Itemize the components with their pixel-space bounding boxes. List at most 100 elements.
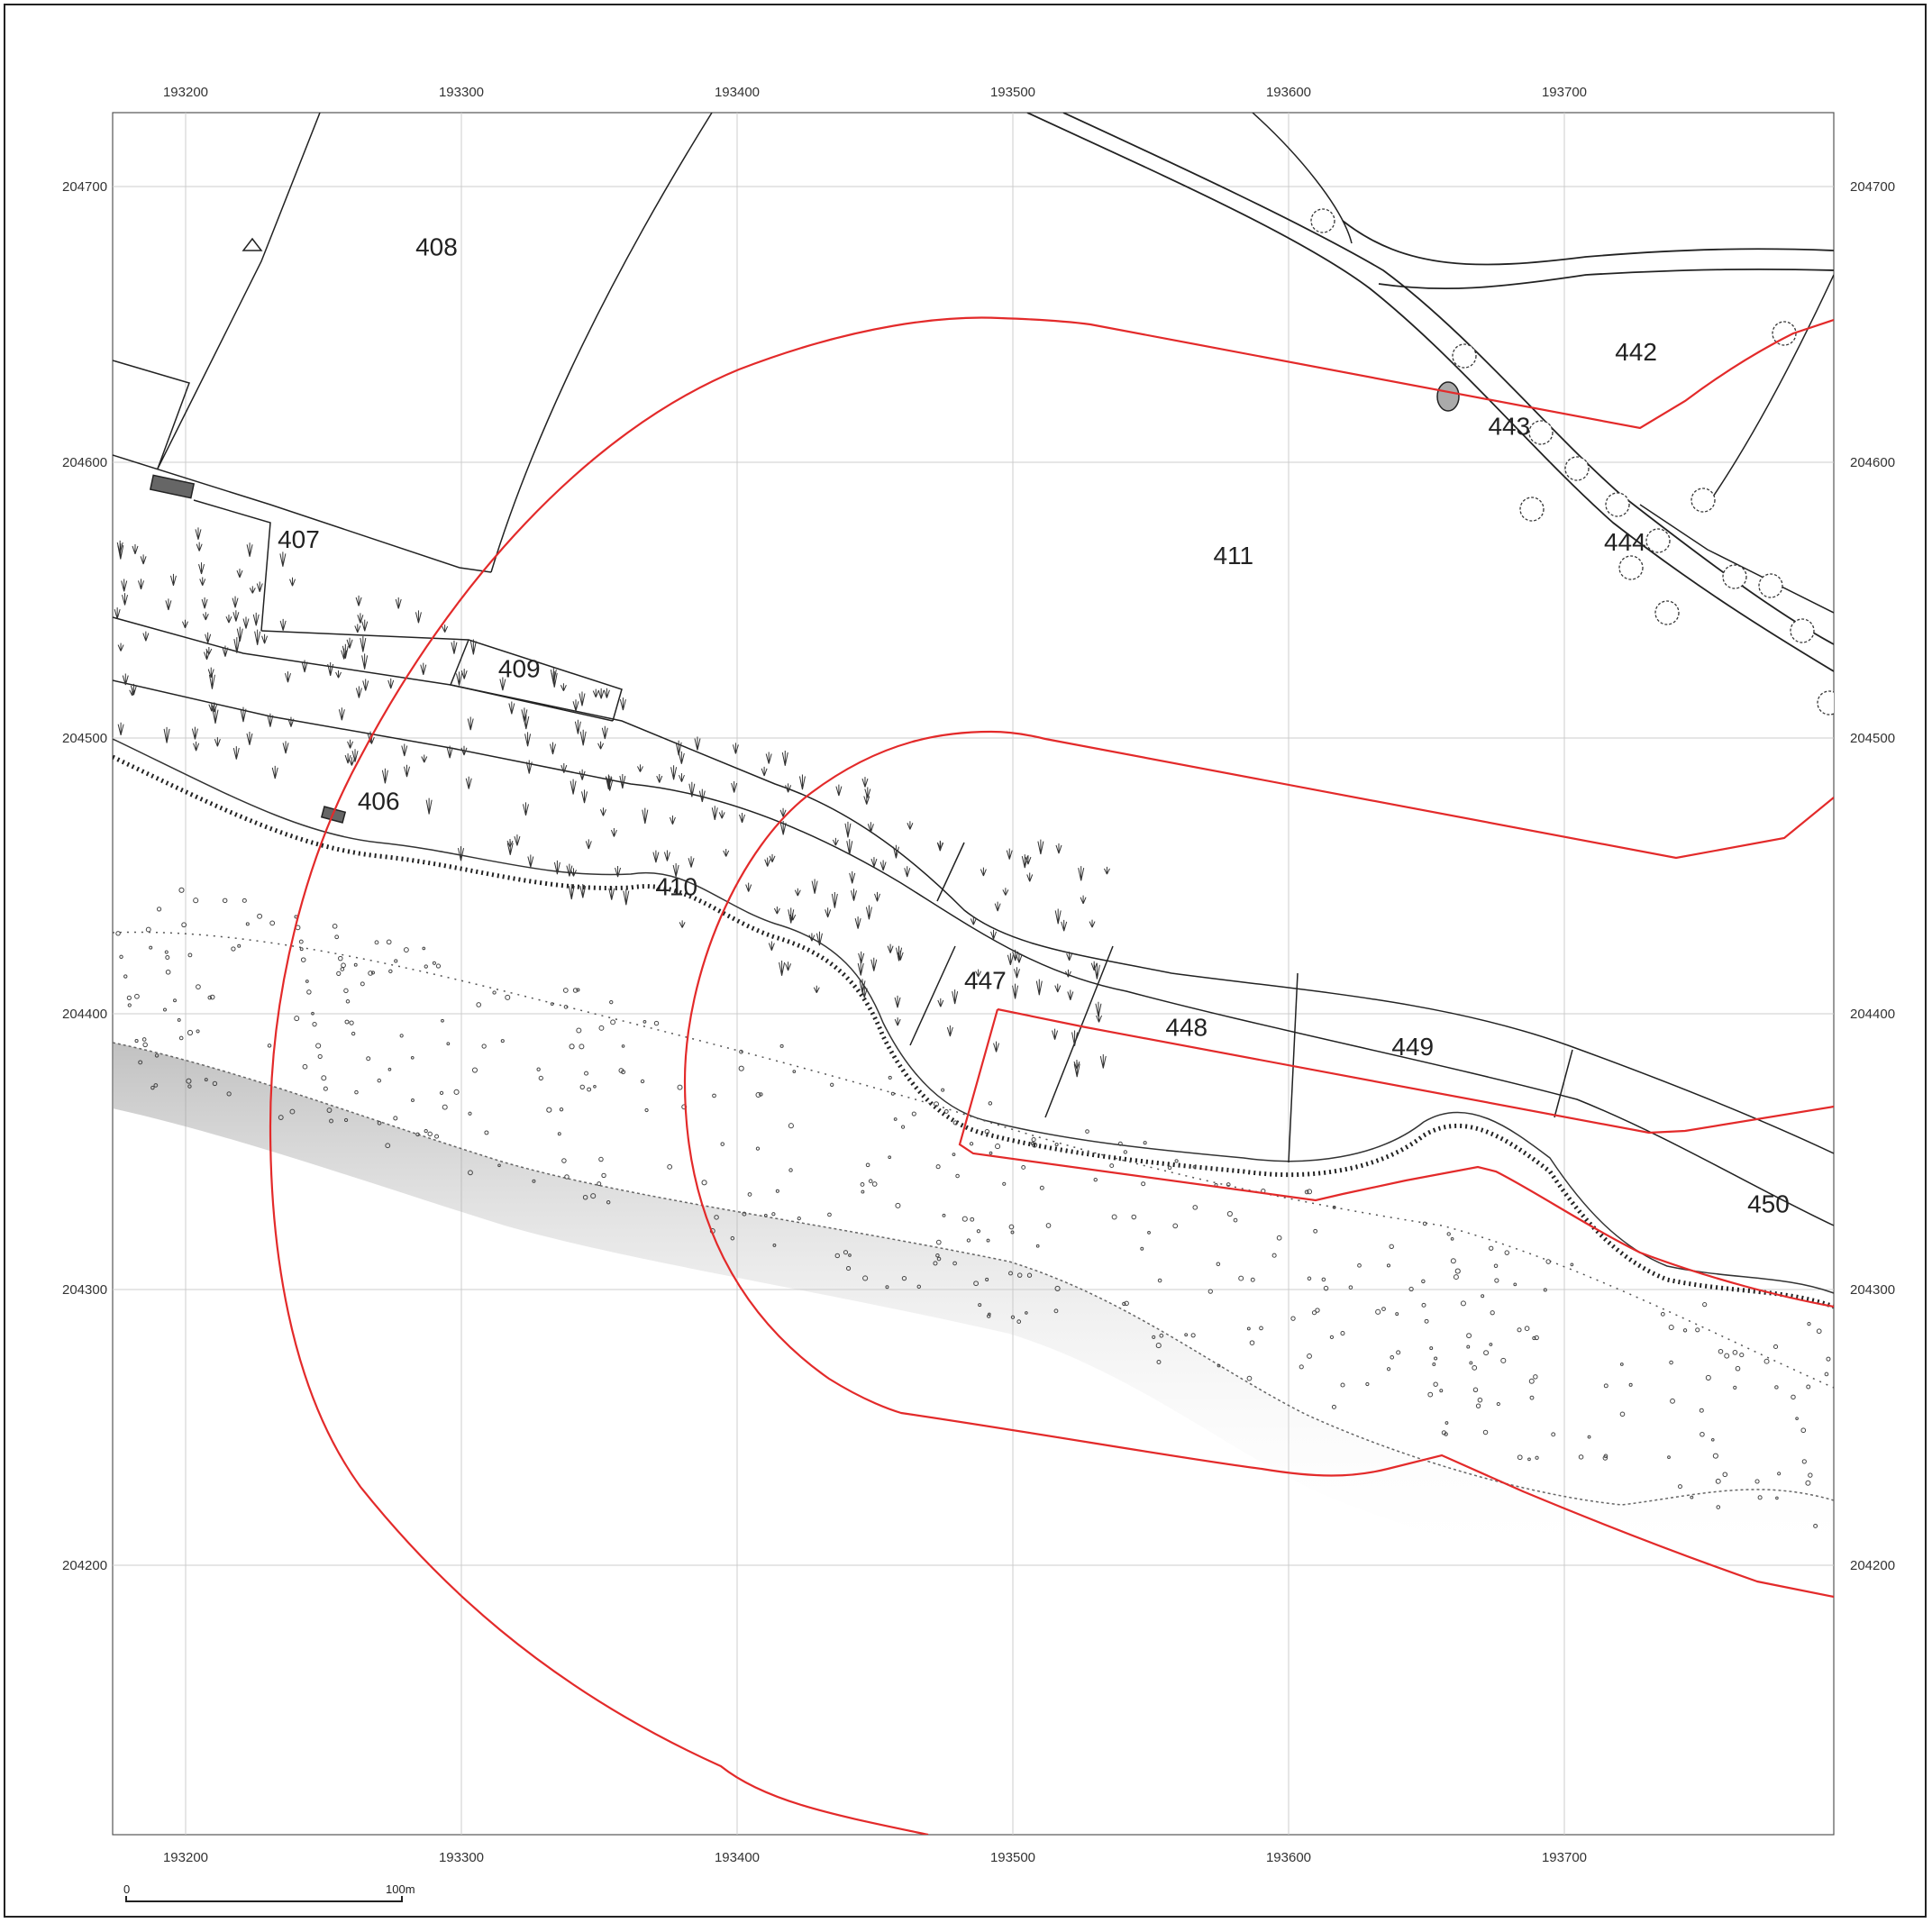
foreshore-stone-symbol <box>1777 1472 1782 1476</box>
foreshore-stone-symbol <box>187 1029 194 1036</box>
foreshore-stone-symbol <box>1524 1326 1530 1332</box>
foreshore-stone-symbol <box>1500 1357 1507 1363</box>
foreshore-stone-symbol <box>196 1029 200 1034</box>
easting-label-bottom: 193300 <box>439 1850 484 1865</box>
foreshore-stone-symbol <box>471 1067 478 1073</box>
foreshore-stone-symbol <box>1357 1262 1362 1268</box>
foreshore-stone-symbol <box>173 998 177 1003</box>
rough-grass-symbol <box>688 781 696 797</box>
foreshore-stone-symbol <box>1157 1278 1162 1283</box>
rough-grass-symbol <box>937 998 944 1007</box>
foreshore-stone-symbol <box>500 1039 505 1044</box>
field-boundary <box>1288 972 1299 1163</box>
rough-grass-symbol <box>341 648 348 660</box>
foreshore-stone-symbol <box>317 1053 323 1060</box>
foreshore-stone-symbol <box>411 1098 415 1102</box>
rough-grass-symbol <box>1013 967 1020 979</box>
foreshore-stone-symbol <box>204 1078 208 1082</box>
foreshore-stone-symbol <box>677 1084 683 1090</box>
foreshore-stone-symbol <box>1472 1365 1478 1371</box>
foreshore-stone-symbol <box>446 1042 451 1046</box>
rough-grass-symbol <box>831 891 838 908</box>
foreshore-stone-symbol <box>1735 1365 1741 1372</box>
rough-grass-symbol <box>896 945 903 962</box>
rough-grass-symbol <box>460 745 468 756</box>
rough-grass-symbol <box>570 868 577 877</box>
foreshore-stone-symbol <box>943 1109 949 1114</box>
rough-grass-symbol <box>788 907 795 924</box>
rough-grass-symbol <box>232 596 239 608</box>
easting-label-top: 193300 <box>439 85 484 100</box>
foreshore-stone-symbol <box>1147 1231 1151 1235</box>
foreshore-stone-symbol <box>935 1164 941 1170</box>
rough-grass-symbol <box>279 618 287 631</box>
foreshore-stone-symbol <box>1670 1398 1675 1404</box>
foreshore-stone-symbol <box>1054 1285 1061 1291</box>
foreshore-stone-symbol <box>1450 1258 1456 1264</box>
foreshore-stone-symbol <box>952 1261 957 1266</box>
foreshore-stone-symbol <box>1208 1289 1213 1294</box>
rough-grass-symbol <box>601 725 608 740</box>
rough-grass-symbol <box>870 957 878 971</box>
rough-grass-symbol <box>579 691 586 706</box>
rough-grass-symbol <box>603 688 610 698</box>
northing-label-left: 204200 <box>62 1558 107 1573</box>
rough-grass-symbol <box>232 746 240 760</box>
rough-grass-symbol <box>1080 895 1087 905</box>
rough-grass-symbol <box>421 754 428 763</box>
foreshore-stone-symbol <box>712 1093 716 1098</box>
foreshore-stone-symbol <box>226 1091 232 1097</box>
foreshore-stone-symbol <box>1386 1263 1391 1268</box>
tree-symbol <box>1654 600 1680 625</box>
foreshore-stone-symbol <box>134 1039 139 1044</box>
foreshore-stone-symbol <box>1718 1348 1724 1354</box>
foreshore-stone-symbol <box>181 922 187 928</box>
foreshore-stone-symbol <box>988 1312 991 1317</box>
rough-grass-symbol <box>122 673 129 686</box>
foreshore-stone-symbol <box>1483 1350 1490 1356</box>
foreshore-stone-symbol <box>550 1002 554 1006</box>
rough-grass-symbol <box>739 812 746 824</box>
foreshore-stone-symbol <box>1429 1346 1434 1351</box>
foreshore-stone-symbol <box>1668 1325 1674 1331</box>
foreshore-stone-symbol <box>441 1018 444 1023</box>
parcel-number-409: 409 <box>498 655 541 683</box>
foreshore-stone-symbol <box>1795 1417 1799 1421</box>
foreshore-stone-symbol <box>1513 1282 1517 1287</box>
foreshore-stone-symbol <box>860 1182 865 1187</box>
rough-grass-symbol <box>129 688 136 697</box>
foreshore-stone-symbol <box>294 1016 300 1022</box>
rough-grass-symbol <box>233 637 241 653</box>
foreshore-stone-symbol <box>1031 1137 1036 1143</box>
site-boundaries <box>269 316 1834 1835</box>
foreshore-stone-symbol <box>1532 1335 1536 1341</box>
foreshore-stone-symbol <box>901 1275 907 1281</box>
foreshore-stone-symbol <box>1276 1235 1282 1241</box>
rough-grass-symbol <box>355 595 362 606</box>
foreshore-stone-symbol <box>1444 1432 1448 1436</box>
field-boundary <box>1639 504 1834 614</box>
foreshore-stone-symbol <box>115 931 121 936</box>
foreshore-stone-symbol <box>601 1172 606 1179</box>
foreshore-stone-symbol <box>598 1156 604 1162</box>
foreshore-stone-symbol <box>336 971 342 976</box>
rough-grass-symbol <box>773 907 780 915</box>
foreshore-stone-symbol <box>134 993 140 999</box>
foreshore-stone-symbol <box>771 1212 776 1217</box>
rough-grass-symbol <box>395 597 402 609</box>
foreshore-stone-symbol <box>1233 1217 1238 1223</box>
rough-grass-symbol <box>581 789 588 804</box>
foreshore-stone-symbol <box>306 989 312 995</box>
foreshore-stone-symbol <box>492 990 497 995</box>
foreshore-stone-symbol <box>730 1235 735 1241</box>
rough-grass-symbol <box>865 905 872 920</box>
foreshore-stone-symbol <box>1016 1319 1022 1324</box>
foreshore-stone-symbol <box>1093 1178 1098 1182</box>
foreshore-stone-symbol <box>538 1075 543 1081</box>
northing-label-right: 204500 <box>1850 731 1895 746</box>
foreshore-stone-symbol <box>1365 1381 1370 1387</box>
rough-grass-symbol <box>404 764 410 778</box>
rough-grass-symbol <box>553 860 560 875</box>
rough-grass-symbol <box>252 612 260 626</box>
rough-grass-symbol <box>672 863 679 878</box>
